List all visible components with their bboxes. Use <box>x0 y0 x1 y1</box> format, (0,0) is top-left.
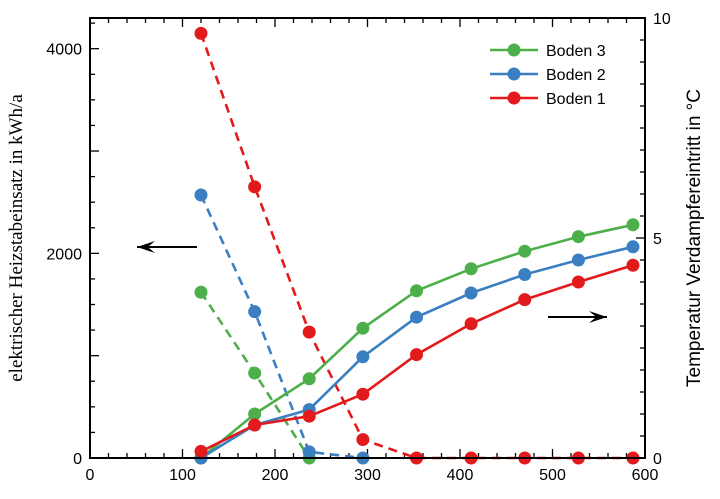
data-point <box>302 372 316 386</box>
data-point <box>356 433 370 447</box>
x-tick-label: 0 <box>86 467 95 484</box>
data-point <box>518 293 532 307</box>
legend-label: Boden 1 <box>546 91 606 108</box>
data-point <box>356 321 370 335</box>
data-point <box>194 285 208 299</box>
data-point <box>464 286 478 300</box>
y-right-tick-label: 10 <box>653 11 671 28</box>
y-right-tick-label: 0 <box>653 451 662 468</box>
series-temperature-boden-1 <box>194 258 640 458</box>
data-point <box>302 445 316 459</box>
data-point <box>626 218 640 232</box>
data-point <box>248 366 262 380</box>
data-point <box>518 244 532 258</box>
data-point <box>626 258 640 272</box>
data-point <box>571 253 585 267</box>
data-point <box>194 444 208 458</box>
arrow-left <box>137 241 197 253</box>
y-right-tick-label: 5 <box>653 231 662 248</box>
y-left-tick-label: 4000 <box>46 42 82 59</box>
x-tick-label: 100 <box>169 467 196 484</box>
data-point <box>356 350 370 364</box>
x-tick-label: 200 <box>262 467 289 484</box>
data-point <box>302 409 316 423</box>
plot-frame <box>89 17 646 459</box>
legend-label: Boden 2 <box>546 67 606 84</box>
data-point <box>248 407 262 421</box>
annotation-arrows <box>137 241 607 323</box>
data-point <box>464 262 478 276</box>
series-layer <box>194 26 640 465</box>
arrow-head <box>589 311 607 323</box>
data-point <box>410 348 424 362</box>
data-point <box>518 268 532 282</box>
x-tick-label: 600 <box>632 467 659 484</box>
x-tick-label: 400 <box>447 467 474 484</box>
data-point <box>410 284 424 298</box>
x-tick-label: 300 <box>354 467 381 484</box>
x-tick-label: 500 <box>539 467 566 484</box>
data-point <box>571 275 585 289</box>
series-heater-boden-3 <box>194 285 316 465</box>
data-point <box>356 387 370 401</box>
series-temperature-boden-3 <box>194 218 640 465</box>
data-point <box>248 180 262 194</box>
y-left-tick-label: 2000 <box>46 246 82 263</box>
arrow-right <box>548 311 607 323</box>
data-point <box>194 26 208 40</box>
data-point <box>571 230 585 244</box>
data-point <box>248 418 262 432</box>
legend-marker <box>507 43 521 57</box>
data-point <box>464 317 478 331</box>
y-left-tick-label: 0 <box>73 451 82 468</box>
data-point <box>248 305 262 319</box>
legend-marker <box>507 91 521 105</box>
y-axis-left-title: elektrischer Heizstabeinsatz in kWh/a <box>6 94 27 382</box>
data-point <box>302 325 316 339</box>
legend-marker <box>507 67 521 81</box>
series-line <box>199 194 364 460</box>
legend-label: Boden 3 <box>546 43 606 60</box>
series-heater-boden-2 <box>194 188 370 465</box>
legend: Boden 3 Boden 2 Boden 1 <box>490 43 606 108</box>
data-point <box>410 310 424 324</box>
arrow-head <box>137 241 155 253</box>
data-point <box>626 240 640 254</box>
y-axis-right-title: Temperatur Verdampfereintritt in °C <box>684 89 705 387</box>
data-point <box>194 188 208 202</box>
